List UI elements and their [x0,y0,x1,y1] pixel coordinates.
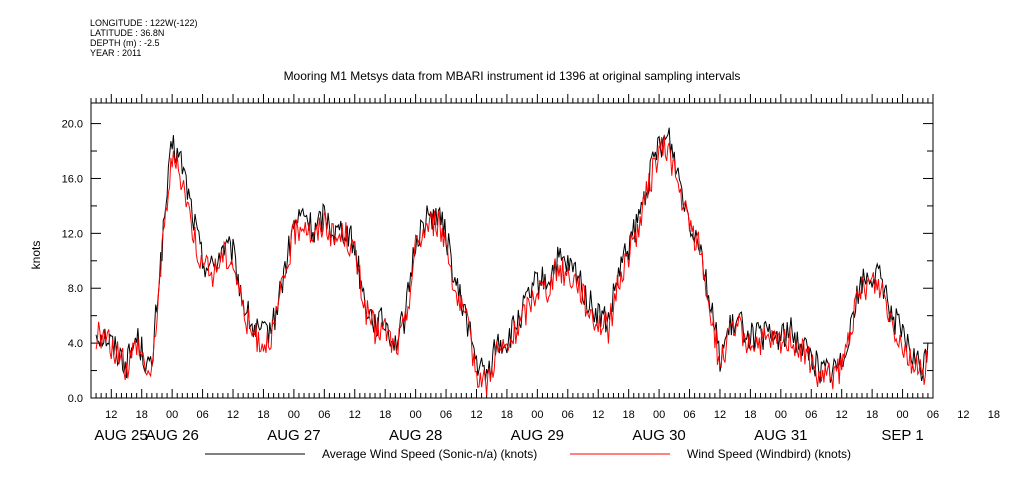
x-day-label: AUG 28 [389,427,442,444]
y-tick-label: 8.0 [68,283,83,295]
x-hour-label: 06 [927,409,939,421]
series-group [95,127,929,396]
x-axis: 12 18 00 06 12 18 00 06 12 18 00 06 12 18 00 06 12 18 00 06… [90,94,1000,444]
plot-frame [90,102,934,399]
x-day-label: AUG 27 [267,427,320,444]
x-hour-label: 18 [136,409,148,421]
x-day-label: SEP 1 [881,427,923,444]
x-hour-label: 18 [257,409,269,421]
x-day-label: AUG 25 [94,427,147,444]
x-hour-label: 12 [836,409,848,421]
depth-label: DEPTH (m) : -2.5 [90,38,160,48]
x-hour-label: 12 [470,409,482,421]
longitude-label: LONGITUDE : 122W(-122) [90,18,198,28]
x-hour-label: 00 [166,409,178,421]
x-hour-label: 00 [896,409,908,421]
metadata-block: LONGITUDE : 122W(-122) LATITUDE : 36.8N … [90,18,198,58]
x-day-label: AUG 30 [632,427,685,444]
x-hour-label: 06 [196,409,208,421]
x-hour-label: 06 [440,409,452,421]
legend-label-windbird: Wind Speed (Windbird) (knots) [687,447,851,461]
x-hour-label: 18 [866,409,878,421]
x-hour-label: 18 [379,409,391,421]
y-tick-label: 12.0 [62,228,83,240]
x-hour-label: 00 [775,409,787,421]
year-label: YEAR : 2011 [90,48,142,58]
y-tick-label: 0.0 [68,393,83,405]
legend: Average Wind Speed (Sonic-n/a) (knots) W… [205,447,851,461]
x-hour-label: 12 [592,409,604,421]
x-day-label: AUG 26 [145,427,198,444]
x-hour-label: 12 [349,409,361,421]
x-hour-label: 12 [105,409,117,421]
x-day-label: AUG 31 [754,427,807,444]
y-tick-label: 4.0 [68,338,83,350]
legend-label-average: Average Wind Speed (Sonic-n/a) (knots) [322,447,537,461]
x-hour-label: 06 [562,409,574,421]
x-hour-label: 00 [288,409,300,421]
x-hour-label: 18 [623,409,635,421]
y-tick-label: 16.0 [62,173,83,185]
chart-title: Mooring M1 Metsys data from MBARI instru… [284,69,741,83]
latitude-label: LATITUDE : 36.8N [90,28,165,38]
x-hour-label: 06 [805,409,817,421]
x-hour-label: 18 [744,409,756,421]
x-day-label: AUG 29 [511,427,564,444]
y-axis: 0.0 4.0 8.0 12.0 16.0 20.0 [62,119,933,405]
x-hour-label: 06 [683,409,695,421]
x-hour-label: 00 [410,409,422,421]
x-hour-label: 12 [714,409,726,421]
y-tick-label: 20.0 [62,119,83,131]
x-hour-label: 12 [957,409,969,421]
x-hour-label: 12 [227,409,239,421]
series-line-windbird [95,136,929,396]
x-hour-label: 18 [988,409,1000,421]
x-hour-label: 00 [653,409,665,421]
x-hour-label: 18 [501,409,513,421]
x-hour-label: 06 [318,409,330,421]
x-hour-label: 00 [531,409,543,421]
y-axis-label: knots [29,241,43,270]
